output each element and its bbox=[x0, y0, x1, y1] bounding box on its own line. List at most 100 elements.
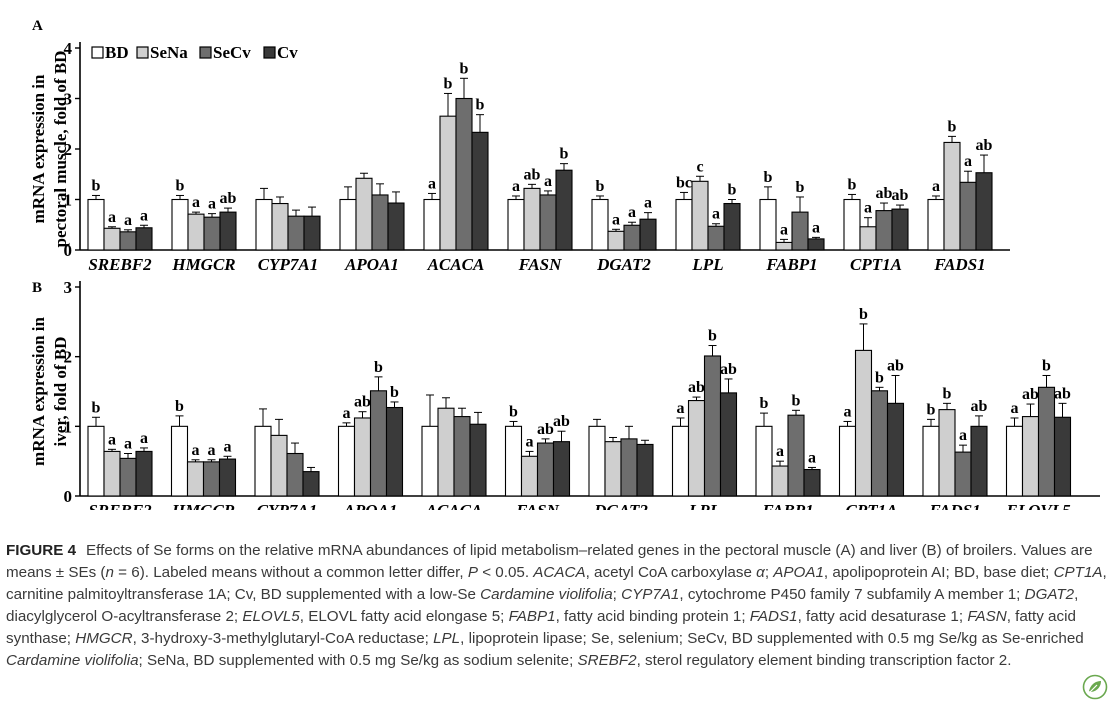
bar-secv bbox=[620, 438, 638, 497]
category-label: SREBF2 bbox=[88, 501, 152, 510]
category-label: LPL bbox=[688, 501, 720, 510]
significance-letter: a bbox=[224, 438, 232, 455]
bar-secv bbox=[707, 225, 725, 251]
y-tick-label: 3 bbox=[64, 278, 73, 297]
significance-letter: a bbox=[612, 211, 620, 228]
bar-cv bbox=[218, 458, 237, 497]
bar-secv bbox=[119, 457, 137, 497]
y-axis-label-A: mRNA expression in pectoral muscle, fold … bbox=[29, 51, 70, 248]
bar-secv bbox=[1037, 386, 1056, 497]
significance-letter: a bbox=[124, 212, 132, 229]
category-label: HMGCR bbox=[171, 255, 235, 274]
significance-letter: a bbox=[343, 405, 351, 422]
bar-bd bbox=[927, 198, 945, 251]
significance-letter: a bbox=[192, 442, 200, 459]
significance-letter: ab bbox=[971, 398, 988, 415]
bar-bd bbox=[255, 198, 273, 251]
bar-cv bbox=[219, 211, 237, 251]
significance-letter: b bbox=[728, 182, 737, 199]
bar-sena bbox=[687, 400, 706, 497]
bar-bd bbox=[838, 425, 857, 497]
significance-letter: b bbox=[792, 392, 801, 409]
bar-sena bbox=[859, 226, 877, 251]
bar-sena bbox=[437, 407, 455, 497]
bar-secv bbox=[959, 181, 977, 251]
bar-sena bbox=[854, 349, 873, 497]
bar-sena bbox=[604, 441, 622, 497]
bar-bd bbox=[423, 198, 441, 251]
significance-letter: a bbox=[932, 178, 940, 195]
significance-letter: a bbox=[428, 175, 436, 192]
y-tick-label: 3 bbox=[64, 90, 73, 109]
significance-letter: b bbox=[509, 403, 518, 420]
category-label: DGAT2 bbox=[596, 255, 651, 274]
y-tick-label: 1 bbox=[64, 191, 73, 210]
significance-letter: b bbox=[460, 60, 469, 77]
panel-label-B: B bbox=[32, 280, 42, 296]
significance-letter: b bbox=[943, 385, 952, 402]
significance-letter: b bbox=[92, 177, 101, 194]
bar-cv bbox=[803, 468, 821, 497]
bar-bd bbox=[87, 198, 105, 251]
significance-letter: b bbox=[848, 176, 857, 193]
bar-cv bbox=[302, 471, 320, 497]
significance-letter: b bbox=[92, 399, 101, 416]
significance-letter: a bbox=[959, 427, 967, 444]
bar-bd bbox=[759, 198, 777, 251]
category-label: HMGCR bbox=[171, 501, 235, 510]
leaf-logo-icon bbox=[1082, 674, 1108, 700]
significance-letter: b bbox=[176, 177, 185, 194]
significance-letter: b bbox=[927, 401, 936, 418]
legend-entry-sena: SeNa bbox=[150, 43, 188, 62]
bar-cv bbox=[471, 131, 489, 251]
bar-secv bbox=[369, 390, 388, 497]
bar-bd bbox=[922, 425, 940, 497]
category-label: FASN bbox=[515, 501, 560, 510]
category-label: APOA1 bbox=[343, 501, 398, 510]
bar-sena bbox=[439, 115, 457, 251]
bar-cv bbox=[636, 443, 654, 497]
bar-secv bbox=[954, 451, 972, 497]
category-label: CYP7A1 bbox=[257, 501, 317, 510]
bar-bd bbox=[671, 425, 690, 497]
significance-letter: b bbox=[476, 97, 485, 114]
bar-sena bbox=[186, 461, 205, 497]
bar-bd bbox=[588, 425, 606, 497]
significance-letter: ab bbox=[537, 421, 554, 438]
significance-letter: a bbox=[208, 442, 216, 459]
category-label: LPL bbox=[691, 255, 723, 274]
y-axis-label-B: mRNA expression in iver, fold of BD bbox=[29, 316, 70, 465]
significance-letter: ab bbox=[876, 185, 893, 202]
significance-letter: b bbox=[760, 395, 769, 412]
significance-letter: ab bbox=[220, 190, 237, 207]
bar-secv bbox=[703, 355, 722, 497]
category-label: ELOVL5 bbox=[1005, 501, 1071, 510]
y-tick-label: 2 bbox=[64, 348, 73, 367]
category-label: FADS1 bbox=[933, 255, 985, 274]
significance-letter: a bbox=[1011, 400, 1019, 417]
significance-letter: a bbox=[628, 204, 636, 221]
bar-sena bbox=[523, 187, 541, 251]
significance-letter: ab bbox=[1054, 385, 1071, 402]
significance-letter: a bbox=[844, 403, 852, 420]
bar-secv bbox=[875, 210, 893, 251]
bar-bd bbox=[755, 425, 773, 497]
bar-bd bbox=[170, 425, 189, 497]
bar-sena bbox=[270, 434, 288, 497]
significance-letter: a bbox=[677, 400, 685, 417]
significance-letter: a bbox=[864, 200, 872, 217]
significance-letter: a bbox=[140, 430, 148, 447]
bar-bd bbox=[843, 198, 861, 251]
significance-letter: b bbox=[175, 398, 184, 415]
significance-letter: ab bbox=[892, 187, 909, 204]
significance-letter: a bbox=[776, 443, 784, 460]
significance-letter: a bbox=[208, 196, 216, 213]
bar-sena bbox=[187, 213, 205, 251]
significance-letter: a bbox=[812, 219, 820, 236]
significance-letter: a bbox=[140, 207, 148, 224]
category-label: CPT1A bbox=[846, 501, 898, 510]
legend-swatch-bd bbox=[91, 46, 104, 59]
bar-secv bbox=[455, 97, 473, 251]
significance-letter: b bbox=[875, 369, 884, 386]
